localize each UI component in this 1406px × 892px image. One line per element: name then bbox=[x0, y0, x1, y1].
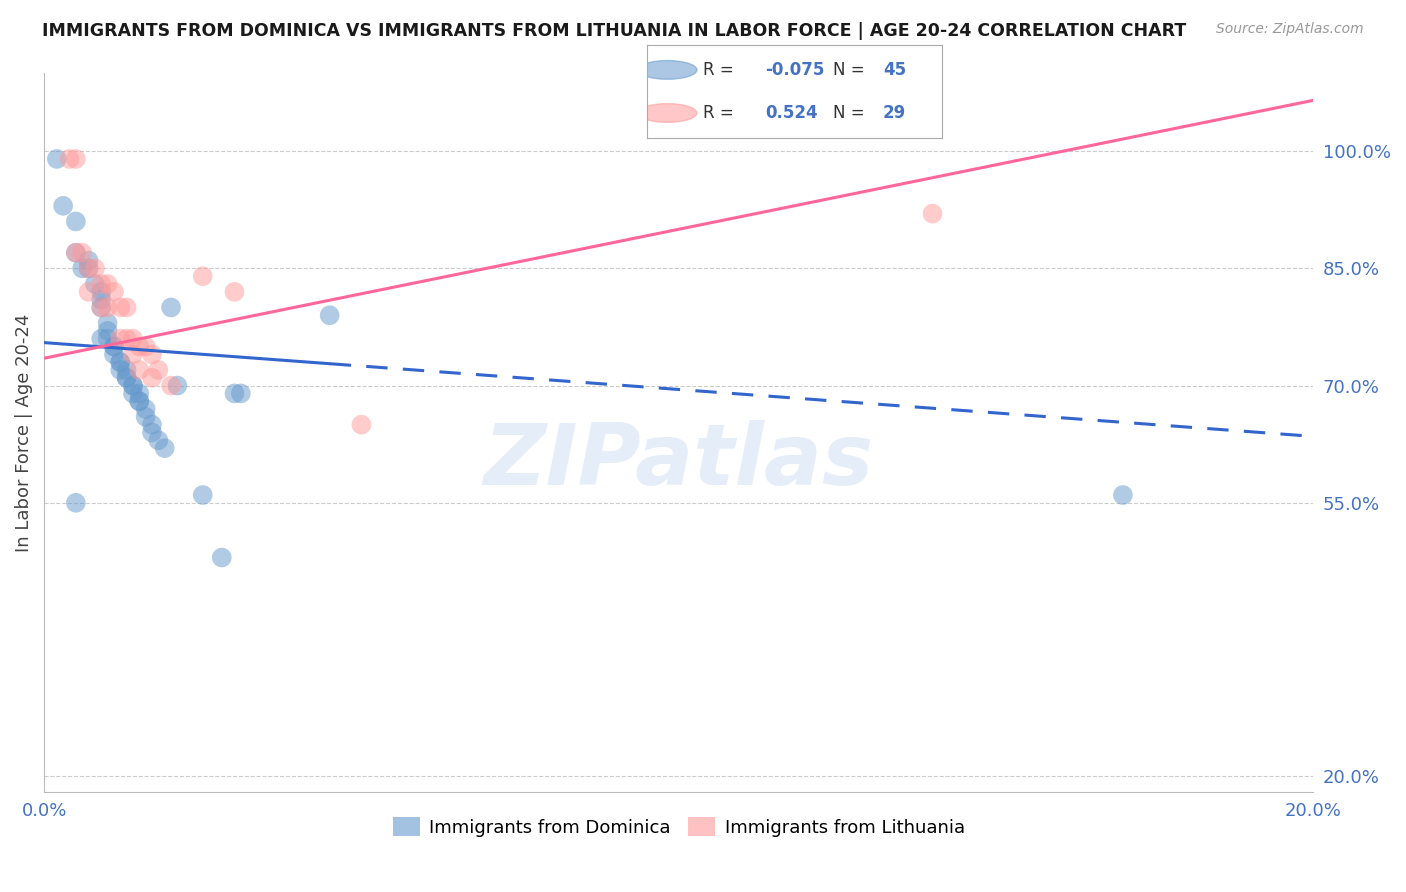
Point bbox=[141, 347, 163, 361]
Point bbox=[70, 261, 93, 276]
Point bbox=[115, 301, 138, 315]
Point bbox=[135, 339, 157, 353]
Point bbox=[65, 245, 87, 260]
Point bbox=[1112, 488, 1135, 502]
Point bbox=[110, 301, 132, 315]
Point bbox=[110, 363, 132, 377]
Point bbox=[122, 378, 145, 392]
Point bbox=[65, 152, 87, 166]
Point bbox=[122, 386, 145, 401]
Point bbox=[97, 324, 120, 338]
Point bbox=[97, 277, 120, 291]
Point bbox=[90, 293, 112, 307]
Point bbox=[160, 301, 183, 315]
Point bbox=[90, 301, 112, 315]
Point bbox=[135, 402, 157, 417]
Point bbox=[128, 363, 150, 377]
Point bbox=[58, 152, 80, 166]
Point bbox=[65, 214, 87, 228]
Point bbox=[110, 355, 132, 369]
Text: N =: N = bbox=[832, 61, 865, 78]
Point bbox=[110, 355, 132, 369]
Point bbox=[90, 277, 112, 291]
Point bbox=[97, 316, 120, 330]
Point bbox=[90, 301, 112, 315]
Point bbox=[103, 339, 125, 353]
Text: N =: N = bbox=[832, 104, 865, 122]
Point bbox=[921, 207, 943, 221]
Point bbox=[141, 425, 163, 440]
Point bbox=[110, 332, 132, 346]
Text: 45: 45 bbox=[883, 61, 905, 78]
Point bbox=[141, 371, 163, 385]
Point bbox=[141, 417, 163, 432]
Point bbox=[65, 245, 87, 260]
Point bbox=[77, 253, 100, 268]
Text: IMMIGRANTS FROM DOMINICA VS IMMIGRANTS FROM LITHUANIA IN LABOR FORCE | AGE 20-24: IMMIGRANTS FROM DOMINICA VS IMMIGRANTS F… bbox=[42, 22, 1187, 40]
Point bbox=[122, 378, 145, 392]
Circle shape bbox=[638, 103, 697, 122]
Point bbox=[160, 378, 183, 392]
Point bbox=[191, 488, 214, 502]
Point bbox=[229, 386, 252, 401]
Text: 29: 29 bbox=[883, 104, 907, 122]
Point bbox=[122, 332, 145, 346]
Point bbox=[122, 347, 145, 361]
Point bbox=[83, 261, 105, 276]
Text: 0.524: 0.524 bbox=[765, 104, 817, 122]
Point bbox=[224, 386, 246, 401]
Point bbox=[128, 386, 150, 401]
Point bbox=[211, 550, 233, 565]
Text: ZIPatlas: ZIPatlas bbox=[484, 420, 873, 503]
Legend: Immigrants from Dominica, Immigrants from Lithuania: Immigrants from Dominica, Immigrants fro… bbox=[385, 810, 972, 844]
Point bbox=[65, 496, 87, 510]
Point bbox=[128, 394, 150, 409]
Point bbox=[224, 285, 246, 299]
Point bbox=[77, 261, 100, 276]
Point bbox=[103, 285, 125, 299]
Text: -0.075: -0.075 bbox=[765, 61, 824, 78]
Point bbox=[166, 378, 188, 392]
Point bbox=[103, 339, 125, 353]
Point bbox=[135, 409, 157, 424]
Point bbox=[115, 371, 138, 385]
Point bbox=[77, 285, 100, 299]
Point bbox=[115, 363, 138, 377]
Point bbox=[97, 301, 120, 315]
Point bbox=[148, 434, 170, 448]
Point bbox=[191, 269, 214, 284]
Point bbox=[45, 152, 67, 166]
Text: R =: R = bbox=[703, 104, 734, 122]
Point bbox=[90, 285, 112, 299]
Point bbox=[83, 277, 105, 291]
Y-axis label: In Labor Force | Age 20-24: In Labor Force | Age 20-24 bbox=[15, 313, 32, 551]
Text: Source: ZipAtlas.com: Source: ZipAtlas.com bbox=[1216, 22, 1364, 37]
Point bbox=[128, 339, 150, 353]
Point bbox=[103, 347, 125, 361]
Point bbox=[115, 371, 138, 385]
Point bbox=[318, 308, 340, 322]
Text: R =: R = bbox=[703, 61, 734, 78]
Point bbox=[77, 261, 100, 276]
Point bbox=[148, 363, 170, 377]
Point bbox=[52, 199, 75, 213]
Point bbox=[128, 394, 150, 409]
Point bbox=[90, 332, 112, 346]
Point bbox=[350, 417, 373, 432]
Point bbox=[153, 441, 176, 455]
Point bbox=[97, 332, 120, 346]
Point bbox=[115, 332, 138, 346]
Point bbox=[70, 245, 93, 260]
Circle shape bbox=[638, 61, 697, 79]
